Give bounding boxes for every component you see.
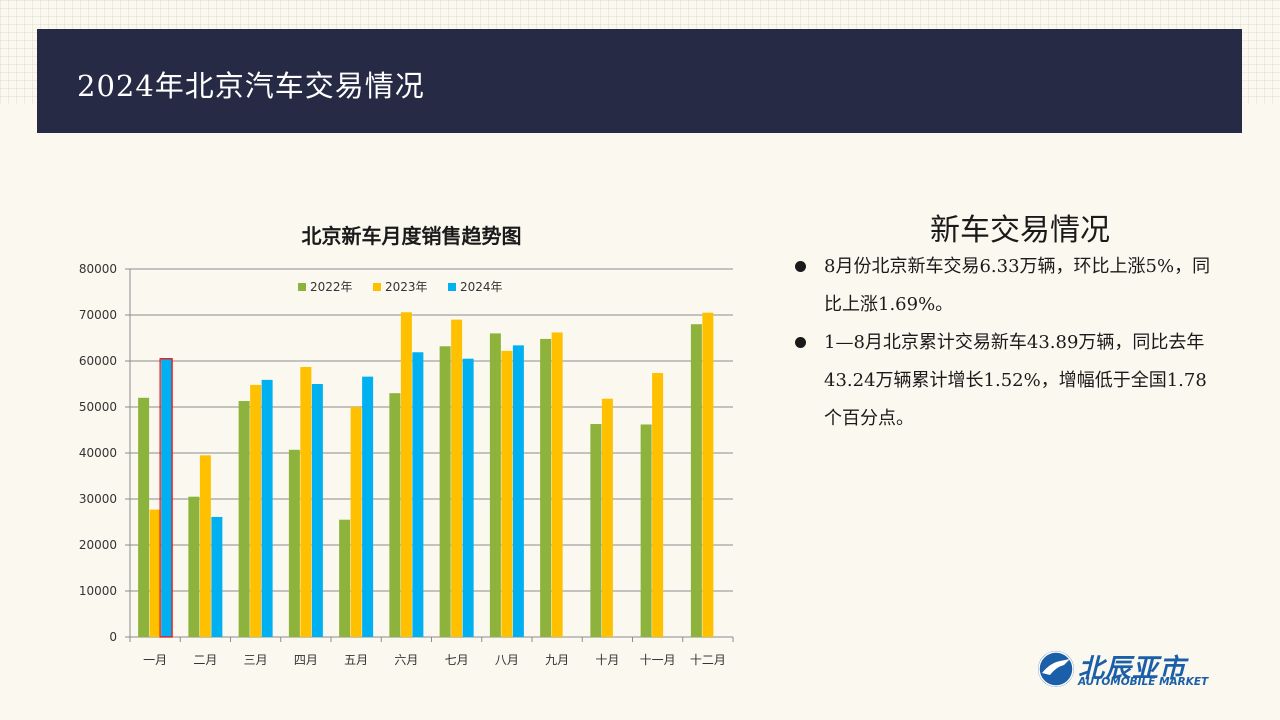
x-tick-label: 六月	[394, 653, 418, 667]
legend-label: 2024年	[460, 280, 503, 294]
x-tick-label: 二月	[193, 653, 217, 667]
bar	[489, 333, 501, 637]
bar	[250, 384, 262, 637]
logo-name-cn: 北辰亚市	[1078, 654, 1187, 684]
x-tick-label: 一月	[143, 653, 167, 667]
bar	[540, 338, 552, 637]
x-tick-label: 四月	[294, 653, 318, 667]
legend-swatch	[373, 283, 381, 291]
bar	[590, 424, 602, 637]
y-tick-label: 0	[109, 630, 117, 644]
bar	[350, 407, 362, 637]
bullet-text-1: 8月份北京新车交易6.33万辆，环比上涨5%，同比上涨1.69%。	[824, 256, 1211, 315]
bar	[339, 519, 351, 637]
bar	[551, 332, 563, 637]
bar	[640, 424, 652, 637]
x-tick-label: 十月	[595, 653, 619, 667]
bar-highlight-outline	[159, 358, 173, 638]
y-tick-label: 70000	[79, 308, 117, 322]
y-tick-label: 40000	[79, 446, 117, 460]
bar	[161, 358, 173, 637]
y-tick-label: 10000	[79, 584, 117, 598]
bar	[238, 401, 250, 637]
bullet-list: 8月份北京新车交易6.33万辆，环比上涨5%，同比上涨1.69%。 1—8月北京…	[792, 248, 1222, 438]
bar	[211, 516, 223, 637]
x-tick-label: 七月	[445, 653, 469, 667]
section-title: 新车交易情况	[930, 213, 1110, 248]
x-tick-label: 五月	[344, 653, 368, 667]
company-logo: 北辰亚市 AUTOMOBILE MARKET	[1036, 646, 1216, 692]
legend-label: 2023年	[385, 280, 428, 294]
bar	[261, 379, 273, 637]
bar	[288, 449, 300, 637]
bar	[501, 350, 513, 637]
bar	[462, 358, 474, 637]
x-tick-label: 十一月	[640, 653, 676, 667]
page-title: 2024年北京汽车交易情况	[77, 69, 425, 103]
header-banner: 2024年北京汽车交易情况	[37, 29, 1242, 133]
bar	[300, 366, 312, 637]
x-tick-label: 三月	[244, 653, 268, 667]
bullet-text-2: 1—8月北京累计交易新车43.89万辆，同比去年43.24万辆累计增长1.52%…	[824, 332, 1207, 429]
bullet-dot-icon	[795, 261, 806, 272]
legend-swatch	[298, 283, 306, 291]
bar	[389, 393, 401, 637]
y-tick-label: 80000	[79, 262, 117, 276]
bar	[199, 455, 211, 637]
bar	[512, 345, 524, 637]
legend-label: 2022年	[310, 280, 353, 294]
bar	[690, 324, 702, 637]
bar	[311, 384, 323, 637]
bar	[451, 319, 463, 637]
bar	[362, 376, 374, 637]
logo-name-en: AUTOMOBILE MARKET	[1078, 676, 1209, 688]
y-tick-label: 30000	[79, 492, 117, 506]
bar	[149, 509, 161, 637]
chart-title: 北京新车月度销售趋势图	[302, 224, 522, 248]
x-tick-label: 八月	[495, 653, 519, 667]
bar	[439, 346, 451, 637]
legend-swatch	[448, 283, 456, 291]
bar	[601, 398, 613, 637]
bar	[652, 372, 664, 637]
x-tick-label: 九月	[545, 653, 569, 667]
y-tick-label: 60000	[79, 354, 117, 368]
bullet-item-2: 1—8月北京累计交易新车43.89万辆，同比去年43.24万辆累计增长1.52%…	[792, 324, 1222, 438]
x-tick-label: 十二月	[690, 653, 726, 667]
logo-emblem-icon	[1038, 651, 1074, 687]
bar	[138, 397, 150, 637]
y-tick-label: 20000	[79, 538, 117, 552]
bar	[412, 352, 424, 637]
bullet-item-1: 8月份北京新车交易6.33万辆，环比上涨5%，同比上涨1.69%。	[792, 248, 1222, 324]
bar	[188, 496, 200, 637]
bar	[702, 312, 714, 637]
y-tick-label: 50000	[79, 400, 117, 414]
bullet-dot-icon	[795, 337, 806, 348]
bar	[400, 312, 412, 637]
